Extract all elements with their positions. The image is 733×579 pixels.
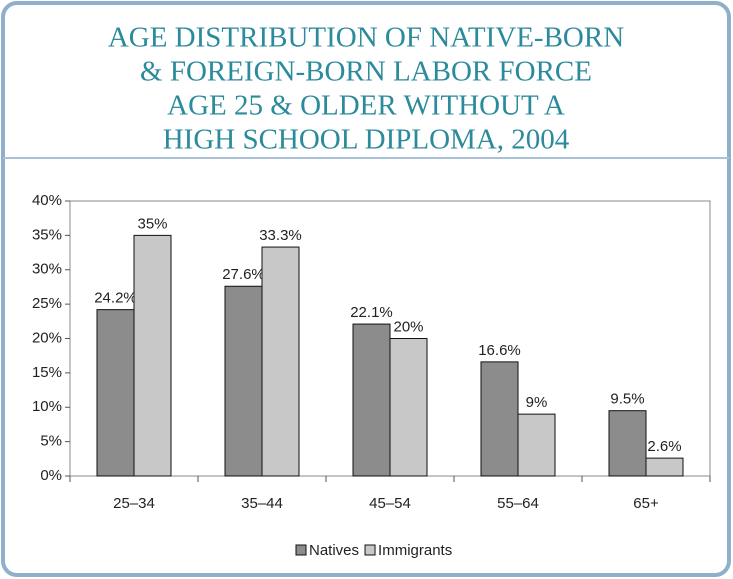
y-tick-label: 5% xyxy=(40,433,62,450)
value-label: 2.6% xyxy=(647,438,681,455)
x-tick-label: 45–54 xyxy=(369,495,411,512)
legend-label: Natives xyxy=(309,542,359,559)
chart-title: HIGH SCHOOL DIPLOMA, 2004 xyxy=(163,124,570,156)
chart-title: AGE DISTRIBUTION OF NATIVE-BORN xyxy=(108,22,624,54)
y-tick-label: 40% xyxy=(32,192,62,209)
bar xyxy=(645,457,684,477)
x-tick-label: 25–34 xyxy=(113,495,155,512)
chart-title: AGE 25 & OLDER WITHOUT A xyxy=(167,90,565,122)
value-label: 35% xyxy=(137,215,167,232)
legend-swatch xyxy=(364,544,376,556)
y-tick-label: 15% xyxy=(32,364,62,381)
value-label: 22.1% xyxy=(350,304,393,321)
bar xyxy=(352,323,391,477)
bar xyxy=(133,234,172,477)
y-tick-label: 35% xyxy=(32,226,62,243)
y-tick-label: 0% xyxy=(40,467,62,484)
chart-title: & FOREIGN-BORN LABOR FORCE xyxy=(140,56,592,88)
value-label: 24.2% xyxy=(94,290,137,307)
bar xyxy=(608,410,647,477)
bar xyxy=(480,361,519,477)
x-tick-label: 55–64 xyxy=(497,495,539,512)
value-label: 20% xyxy=(393,318,423,335)
bar xyxy=(517,413,556,477)
value-label: 9% xyxy=(526,394,548,411)
bar xyxy=(389,338,428,477)
bar xyxy=(261,246,300,477)
bar xyxy=(224,285,263,477)
value-label: 9.5% xyxy=(610,391,644,408)
value-label: 27.6% xyxy=(222,266,265,283)
legend-swatch xyxy=(295,544,307,556)
x-tick-label: 35–44 xyxy=(241,495,283,512)
x-tick-label: 65+ xyxy=(633,495,659,512)
y-tick-label: 10% xyxy=(32,398,62,415)
value-label: 16.6% xyxy=(478,342,521,359)
y-tick-label: 30% xyxy=(32,261,62,278)
legend-label: Immigrants xyxy=(378,542,452,559)
y-tick-label: 25% xyxy=(32,295,62,312)
bar xyxy=(96,309,135,477)
y-tick-label: 20% xyxy=(32,329,62,346)
value-label: 33.3% xyxy=(259,227,302,244)
